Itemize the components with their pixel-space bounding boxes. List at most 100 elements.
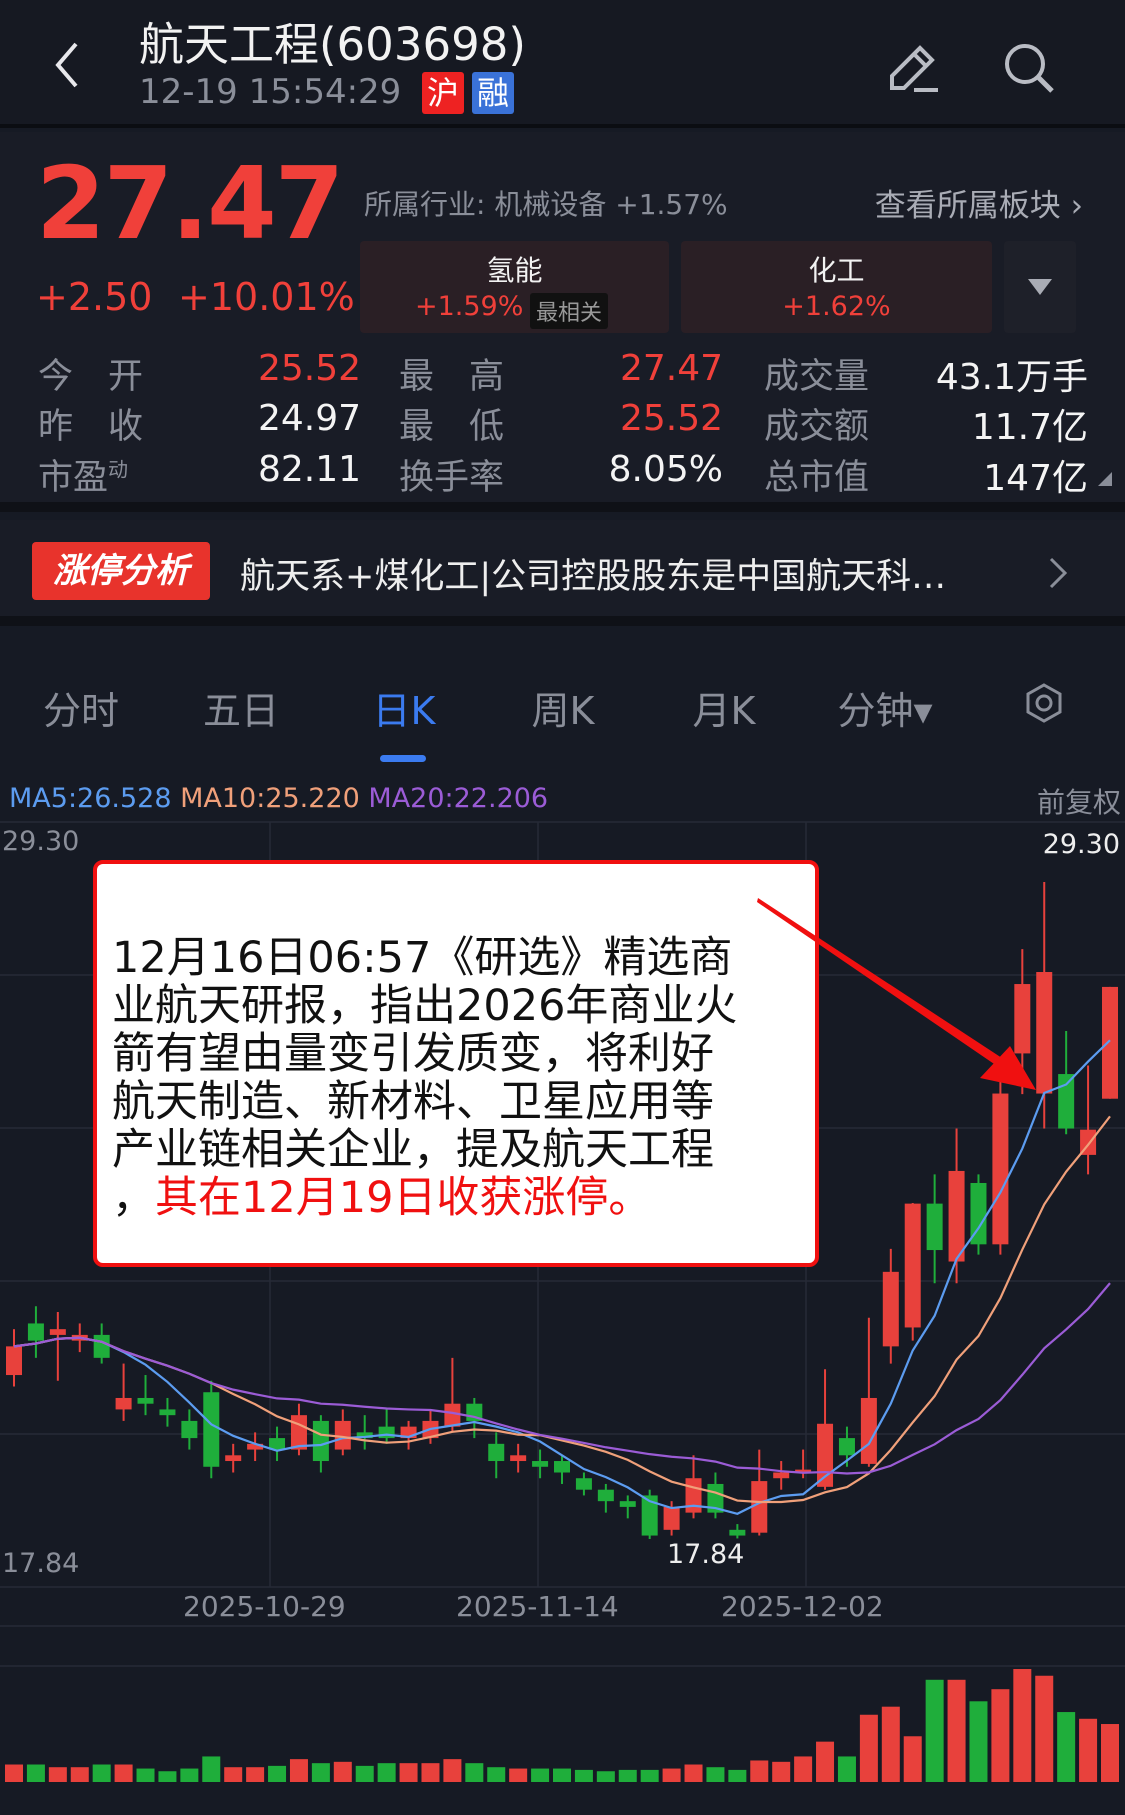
tab-0[interactable]: 分时 [42, 689, 120, 733]
shanghai-market-badge: 沪 [422, 72, 464, 114]
candle-body [115, 1397, 132, 1410]
candle-body [904, 1203, 921, 1328]
adjust-mode-toggle[interactable]: 前复权 [1036, 786, 1121, 819]
stat-value: 25.52 [257, 348, 361, 389]
volume-bar [355, 1765, 374, 1782]
kline-chart[interactable] [0, 800, 1125, 1815]
stat-label-text: 成交量 [764, 357, 870, 397]
back-chevron-icon[interactable] [52, 40, 82, 90]
volume-bar [48, 1767, 67, 1782]
concept-card-hydrogen[interactable]: 氢能 +1.59% 最相关 [360, 241, 669, 333]
stat-label-text: 今 开 [38, 357, 144, 397]
volume-bar [465, 1763, 484, 1782]
limit-up-analysis-banner[interactable]: 涨停分析 航天系+煤化工|公司控股股东是中国航天科… [0, 520, 1125, 626]
candle-body [992, 1093, 1009, 1245]
candle-body [510, 1455, 527, 1462]
volume-bar [531, 1768, 550, 1782]
ma5-line [13, 1039, 1111, 1515]
stat-label-text: 昨 收 [38, 407, 144, 447]
stat-label-text: 最 高 [399, 357, 505, 397]
annotation-line: 箭有望由量变引发质变，将利好 [112, 1029, 714, 1079]
ma-legend: MA5:26.528 MA10:25.220 MA20:22.206 [9, 783, 548, 814]
candle-body [159, 1409, 176, 1416]
price-change-pct: +10.01% [178, 275, 355, 319]
edit-pencil-icon[interactable] [884, 40, 944, 96]
candle-body [926, 1203, 943, 1251]
candle-body [356, 1432, 373, 1439]
candle-body [312, 1420, 329, 1462]
volume-bar [837, 1756, 856, 1782]
stat-value: 147亿 [983, 458, 1088, 499]
tab-1[interactable]: 五日 [202, 689, 280, 733]
candle-body [93, 1334, 110, 1358]
volume-bar [289, 1759, 308, 1782]
volume-bar [399, 1763, 418, 1782]
tab-2[interactable]: 日K [372, 689, 436, 733]
tab-4[interactable]: 月K [692, 689, 756, 733]
candle-body [137, 1397, 154, 1404]
x-axis-date-label: 2025-12-02 [721, 1590, 884, 1623]
volume-bar [443, 1759, 462, 1782]
volume-bar [509, 1768, 528, 1782]
candle-body [597, 1489, 614, 1502]
volume-bar [596, 1771, 615, 1782]
active-tab-indicator [380, 755, 426, 762]
candle-body [203, 1392, 220, 1467]
volume-bar [70, 1767, 89, 1782]
search-icon[interactable] [1000, 40, 1060, 96]
candle-body [269, 1438, 286, 1450]
stat-label: 最 低 [399, 398, 504, 449]
annotation-line: 航天制造、新材料、卫星应用等 [112, 1077, 714, 1127]
candle-body [882, 1271, 899, 1347]
candle-body [948, 1170, 965, 1262]
volume-bar [750, 1760, 769, 1782]
stat-value: 11.7亿 [971, 407, 1088, 448]
candle-body [378, 1426, 395, 1439]
concept-card-chemical[interactable]: 化工 +1.62% [681, 241, 992, 333]
candle-body [619, 1501, 636, 1507]
volume-bar [794, 1756, 813, 1782]
stat-label: 昨 收 [38, 398, 143, 449]
candle-body [444, 1403, 461, 1427]
candle-body [860, 1397, 877, 1464]
stat-label-text: 总市值 [764, 458, 870, 498]
tab-5[interactable]: 分钟▾ [837, 689, 933, 733]
view-sectors-link[interactable]: 查看所属板块 › [874, 188, 1083, 224]
candle-body [247, 1443, 264, 1450]
volume-bar [684, 1764, 703, 1782]
candle-body [225, 1455, 242, 1462]
tab-3[interactable]: 周K [531, 689, 595, 733]
volume-bar [1035, 1675, 1054, 1782]
candle-body [838, 1438, 855, 1456]
stat-value: 24.97 [257, 398, 361, 439]
volume-bar [5, 1764, 23, 1782]
candle-body [663, 1506, 680, 1530]
header: 航天工程(603698) 12-19 15:54:29 沪 融 [0, 0, 1125, 128]
volume-bar [772, 1761, 791, 1782]
candle-body [773, 1472, 790, 1479]
candle-body [685, 1478, 702, 1513]
concept-name: 化工 [808, 254, 865, 287]
stock-title: 航天工程(603698) [139, 18, 526, 71]
stat-value: 43.1万手 [935, 357, 1088, 398]
volume-bar [26, 1764, 45, 1782]
volume-bar [991, 1689, 1010, 1782]
volume-bar [333, 1761, 352, 1782]
chart-settings-icon[interactable] [1023, 682, 1065, 724]
industry-link[interactable]: 所属行业: 机械设备 +1.57% [364, 188, 728, 221]
annotation-highlight: 其在12月19日收获涨停。 [155, 1173, 652, 1223]
margin-trading-badge: 融 [472, 72, 514, 114]
annotation-line: ， [112, 1173, 155, 1223]
chevron-right-icon [1049, 557, 1068, 589]
candle-body [400, 1426, 417, 1439]
more-concepts-dropdown[interactable] [1004, 241, 1076, 333]
candle-body [181, 1420, 198, 1439]
candle-body [1102, 986, 1118, 1099]
volume-bar [925, 1679, 944, 1782]
annotation-line: 业航天研报，指出2026年商业火 [112, 981, 738, 1031]
limit-up-analysis-badge: 涨停分析 [32, 542, 210, 600]
candle-body [49, 1329, 66, 1335]
volume-bar [268, 1765, 287, 1782]
last-price: 27.47 [36, 145, 344, 262]
volume-bar [202, 1756, 221, 1782]
